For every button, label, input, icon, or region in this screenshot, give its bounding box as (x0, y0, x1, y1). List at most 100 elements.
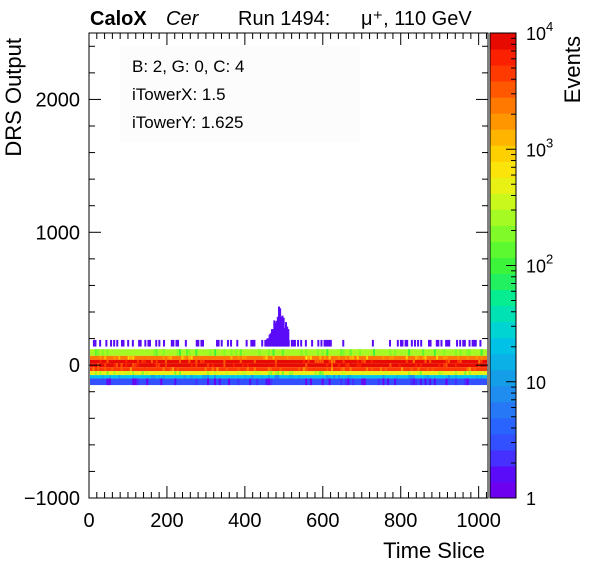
z-axis-title: Events (560, 36, 585, 103)
pulse-cell (279, 308, 282, 347)
heatmap-cell (216, 339, 219, 347)
heatmap-cell (267, 371, 270, 376)
heatmap-cell (475, 355, 478, 360)
heatmap-cell (384, 367, 387, 372)
heatmap-cell (267, 349, 270, 356)
heatmap-cell (405, 355, 408, 360)
x-tick-label: 400 (228, 510, 261, 532)
heatmap-cell (440, 367, 443, 372)
heatmap-cell (225, 371, 228, 376)
heatmap-cell (146, 371, 149, 376)
heatmap-cell (305, 355, 308, 360)
heatmap-cell (244, 371, 247, 376)
heatmap-cell (366, 355, 369, 360)
heatmap-cell (445, 359, 448, 364)
heatmap-cell (347, 375, 350, 379)
heatmap-cell (164, 359, 167, 364)
heatmap-cell (363, 378, 366, 386)
heatmap-cell (474, 339, 477, 347)
heatmap-cell (281, 349, 284, 356)
heatmap-cell (363, 359, 366, 364)
heatmap-cell (440, 371, 443, 376)
heatmap-cell (136, 359, 139, 364)
heatmap-cell (468, 371, 471, 376)
heatmap-cell (410, 378, 413, 386)
heatmap-cell (347, 363, 350, 368)
heatmap-cell (106, 349, 109, 356)
heatmap-cell (417, 339, 420, 347)
heatmap-cell (104, 363, 107, 368)
heatmap-cell (356, 363, 359, 368)
x-tick-label: 800 (384, 510, 417, 532)
heatmap-cell (139, 339, 142, 347)
heatmap-cell (155, 363, 158, 368)
pulse-cell (280, 316, 283, 347)
heatmap-cell (445, 378, 448, 386)
heatmap-cell (440, 339, 443, 347)
heatmap-cell (113, 355, 116, 360)
pulse-cell (284, 322, 287, 347)
color-scale-segment (490, 337, 516, 355)
heatmap-cell (302, 359, 305, 364)
heatmap-cell (342, 367, 345, 372)
heatmap-cell (246, 363, 249, 368)
heatmap-cell (163, 339, 166, 347)
heatmap-cell (445, 355, 448, 360)
color-scale-segment (490, 449, 516, 467)
heatmap-cell (466, 349, 469, 356)
heatmap-cell (401, 367, 404, 372)
heatmap-cell (305, 349, 308, 356)
brand-label: CaloX (90, 8, 147, 30)
heatmap-cell (329, 339, 332, 347)
heatmap-cell (326, 349, 329, 356)
heatmap-cell (131, 339, 134, 347)
heatmap-cell (153, 375, 156, 379)
heatmap-cell (300, 349, 303, 356)
color-scale-segment (490, 65, 516, 82)
color-scale-segment (490, 193, 516, 210)
heatmap-cell (424, 375, 427, 379)
heatmap-cell (456, 339, 459, 347)
heatmap-cell (195, 349, 198, 356)
heatmap-cell (242, 355, 245, 360)
heatmap-cell (454, 375, 457, 379)
heatmap-cell (195, 378, 198, 386)
heatmap-cell (454, 371, 457, 376)
heatmap-cell (307, 355, 310, 360)
color-scale-segment (490, 177, 516, 194)
z-tick-label: 10 (526, 140, 546, 160)
heatmap-band (90, 359, 487, 364)
heatmap-cell (309, 378, 312, 386)
z-tick-label: 1 (526, 489, 536, 509)
heatmap-cell (179, 371, 182, 376)
heatmap-cell (97, 349, 100, 356)
heatmap-cell (380, 367, 383, 372)
heatmap-cell (120, 367, 123, 372)
heatmap-band (90, 375, 487, 379)
heatmap-cell (171, 367, 174, 372)
heatmap-cell (288, 375, 291, 379)
x-tick-label: 1000 (456, 510, 501, 532)
heatmap-cell (147, 339, 150, 347)
heatmap-cell (120, 339, 123, 347)
heatmap-cell (321, 359, 324, 364)
heatmap-cell (342, 349, 345, 356)
heatmap-cell (431, 367, 434, 372)
heatmap-cell (337, 349, 340, 356)
heatmap-cell (422, 355, 425, 360)
heatmap-cell (433, 349, 436, 356)
heatmap-cell (170, 339, 173, 347)
heatmap-cell (323, 339, 326, 347)
pulse-cell (275, 320, 278, 347)
heatmap-cell (291, 375, 294, 379)
heatmap-cell (141, 371, 144, 376)
heatmap-cell (155, 339, 158, 347)
heatmap-cell (136, 363, 139, 368)
heatmap-cell (176, 367, 179, 372)
heatmap-cell (164, 363, 167, 368)
heatmap-cell (216, 367, 219, 372)
heatmap-cell (202, 359, 205, 364)
heatmap-cell (251, 375, 254, 379)
heatmap-cell (236, 339, 239, 347)
heatmap-band (90, 378, 487, 386)
